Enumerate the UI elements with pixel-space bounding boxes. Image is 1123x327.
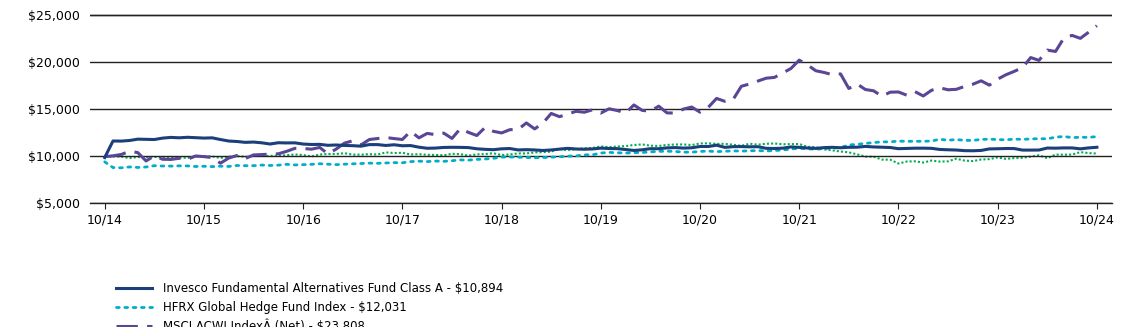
Bloomberg Global Aggregate Index - $10,230 [776, 142, 789, 146]
Invesco Fundamental Alternatives Fund Class A - $10,894 [528, 148, 541, 152]
Bloomberg Global Aggregate Index - $10,230 [1041, 156, 1054, 160]
Line: MSCI ACWI IndexÂ (Net) - $23,808: MSCI ACWI IndexÂ (Net) - $23,808 [104, 26, 1097, 163]
MSCI ACWI IndexÂ (Net) - $23,808 [727, 97, 740, 101]
Invesco Fundamental Alternatives Fund Class A - $10,894 [1032, 148, 1046, 152]
MSCI ACWI IndexÂ (Net) - $23,808 [1032, 59, 1046, 62]
Bloomberg Global Aggregate Index - $10,230 [727, 143, 740, 147]
Invesco Fundamental Alternatives Fund Class A - $10,894 [776, 146, 789, 150]
Bloomberg Global Aggregate Index - $10,230 [520, 151, 533, 155]
Bloomberg Global Aggregate Index - $10,230 [329, 152, 343, 156]
Invesco Fundamental Alternatives Fund Class A - $10,894 [206, 136, 219, 140]
Line: HFRX Global Hedge Fund Index - $12,031: HFRX Global Hedge Fund Index - $12,031 [104, 136, 1097, 168]
Bloomberg Global Aggregate Index - $10,230 [98, 155, 111, 159]
Invesco Fundamental Alternatives Fund Class A - $10,894 [98, 156, 111, 160]
HFRX Global Hedge Fund Index - $12,031 [206, 165, 219, 169]
MSCI ACWI IndexÂ (Net) - $23,808 [776, 71, 789, 75]
HFRX Global Hedge Fund Index - $12,031 [338, 162, 351, 166]
Invesco Fundamental Alternatives Fund Class A - $10,894 [338, 144, 351, 147]
Invesco Fundamental Alternatives Fund Class A - $10,894 [727, 145, 740, 149]
MSCI ACWI IndexÂ (Net) - $23,808 [1090, 24, 1104, 28]
HFRX Global Hedge Fund Index - $12,031 [528, 156, 541, 160]
Line: Bloomberg Global Aggregate Index - $10,230: Bloomberg Global Aggregate Index - $10,2… [104, 143, 1097, 164]
Bloomberg Global Aggregate Index - $10,230 [198, 154, 211, 158]
MSCI ACWI IndexÂ (Net) - $23,808 [528, 127, 541, 131]
MSCI ACWI IndexÂ (Net) - $23,808 [198, 155, 211, 159]
HFRX Global Hedge Fund Index - $12,031 [98, 160, 111, 164]
Bloomberg Global Aggregate Index - $10,230 [702, 141, 715, 145]
Legend: Invesco Fundamental Alternatives Fund Class A - $10,894, HFRX Global Hedge Fund : Invesco Fundamental Alternatives Fund Cl… [116, 282, 503, 327]
MSCI ACWI IndexÂ (Net) - $23,808 [338, 141, 351, 145]
Bloomberg Global Aggregate Index - $10,230 [892, 162, 905, 165]
Bloomberg Global Aggregate Index - $10,230 [1090, 151, 1104, 155]
HFRX Global Hedge Fund Index - $12,031 [727, 149, 740, 153]
Line: Invesco Fundamental Alternatives Fund Class A - $10,894: Invesco Fundamental Alternatives Fund Cl… [104, 137, 1097, 158]
HFRX Global Hedge Fund Index - $12,031 [1032, 137, 1046, 141]
HFRX Global Hedge Fund Index - $12,031 [115, 166, 128, 170]
HFRX Global Hedge Fund Index - $12,031 [776, 148, 789, 152]
HFRX Global Hedge Fund Index - $12,031 [1057, 134, 1070, 138]
MSCI ACWI IndexÂ (Net) - $23,808 [213, 161, 227, 165]
HFRX Global Hedge Fund Index - $12,031 [1090, 135, 1104, 139]
Invesco Fundamental Alternatives Fund Class A - $10,894 [1090, 145, 1104, 149]
MSCI ACWI IndexÂ (Net) - $23,808 [98, 155, 111, 159]
Invesco Fundamental Alternatives Fund Class A - $10,894 [181, 135, 194, 139]
